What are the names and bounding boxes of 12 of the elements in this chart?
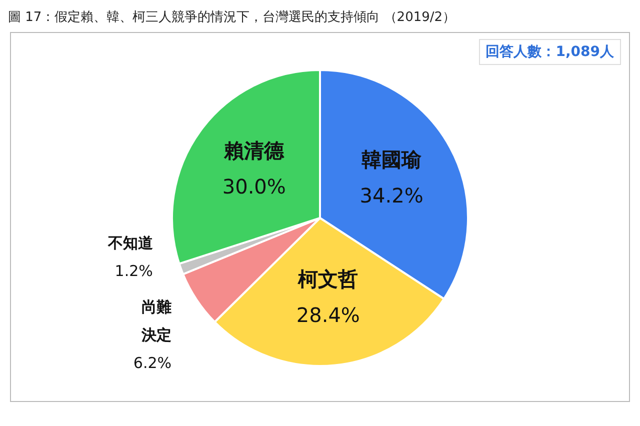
slice-label: 不知道 xyxy=(106,234,154,252)
slice-label: 尚難決定 xyxy=(140,298,172,344)
data-label: 30.0% xyxy=(222,174,286,198)
data-label: 1.2% xyxy=(114,262,153,280)
slice-label: 柯文哲 xyxy=(297,267,358,292)
chart-title: 圖 17：假定賴、韓、柯三人競爭的情況下，台灣選民的支持傾向 （2019/2） xyxy=(8,9,456,26)
slice-label: 賴清德 xyxy=(223,138,286,162)
slice-label: 韓國瑜 xyxy=(362,147,423,172)
data-label: 34.2% xyxy=(360,183,424,208)
data-label: 6.2% xyxy=(133,354,172,372)
data-label: 28.4% xyxy=(296,303,360,328)
text: 回答人數：1,089人 xyxy=(478,39,621,65)
